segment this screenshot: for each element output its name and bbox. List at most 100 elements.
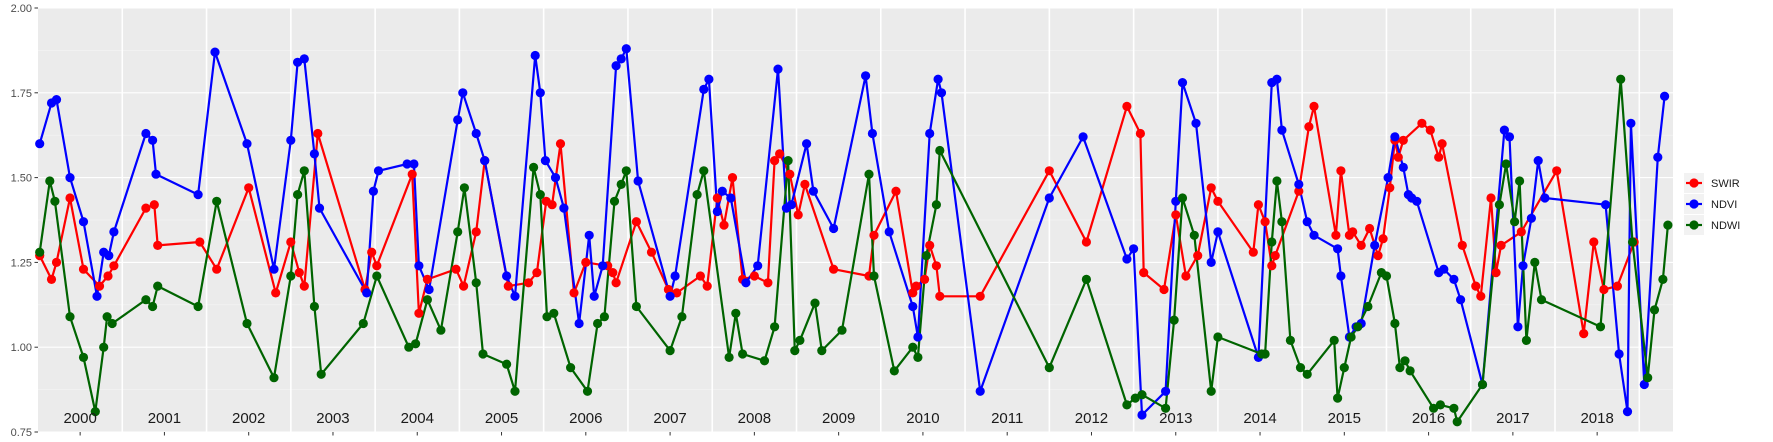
data-point-ndvi (1272, 74, 1282, 84)
data-point-ndvi (414, 261, 424, 271)
data-point-ndwi (731, 308, 741, 318)
data-point-swir (451, 264, 461, 274)
data-point-ndvi (1294, 179, 1304, 189)
data-point-ndvi (1309, 230, 1319, 240)
data-point-swir (763, 278, 773, 288)
data-point-swir (471, 227, 481, 237)
data-point-swir (785, 169, 795, 179)
data-point-ndvi (51, 95, 62, 105)
data-point-ndvi (1122, 254, 1132, 264)
data-point-ndvi (1390, 132, 1400, 142)
data-point-ndvi (193, 190, 203, 200)
y-tick-label: 0.75 (11, 427, 32, 439)
data-point-swir (829, 264, 839, 274)
data-point-ndvi (712, 206, 722, 217)
data-point-ndwi (1435, 400, 1445, 410)
data-point-swir (1589, 237, 1599, 247)
data-point-swir (195, 237, 205, 247)
y-tick-label: 1.75 (11, 88, 32, 100)
data-point-ndwi (790, 346, 800, 356)
y-tick-label: 2.00 (11, 3, 32, 15)
y-tick-label: 1.50 (11, 173, 32, 185)
data-point-swir (1378, 234, 1388, 244)
data-point-swir (414, 308, 424, 318)
data-point-ndvi (665, 291, 675, 301)
data-point-ndwi (65, 312, 75, 322)
data-point-ndvi (550, 173, 561, 183)
data-point-ndvi (753, 261, 763, 271)
data-point-ndvi (611, 61, 621, 71)
data-point-ndvi (1456, 295, 1466, 305)
data-point-ndwi (889, 366, 899, 376)
data-point-swir (294, 268, 304, 278)
data-point-swir (422, 274, 432, 284)
data-point-ndvi (1601, 200, 1611, 210)
data-point-ndvi (309, 149, 319, 159)
data-point-ndwi (542, 312, 552, 322)
data-point-ndwi (599, 312, 610, 322)
year-label-2016: 2016 (1412, 410, 1445, 427)
data-point-ndwi (1616, 74, 1626, 84)
x-axis (79, 432, 1598, 436)
data-point-swir (94, 281, 105, 291)
data-point-ndvi (1499, 125, 1509, 135)
data-point-ndvi (1129, 244, 1139, 254)
year-label-2011: 2011 (991, 410, 1023, 427)
data-point-ndwi (1363, 301, 1373, 312)
data-point-ndwi (549, 308, 559, 318)
data-point-ndvi (633, 176, 643, 186)
data-point-swir (775, 149, 785, 159)
data-point-ndvi (35, 139, 45, 149)
year-label-2018: 2018 (1580, 410, 1613, 427)
data-point-swir (1476, 291, 1486, 301)
data-point-ndvi (699, 84, 709, 94)
year-label-2001: 2001 (148, 410, 181, 427)
data-point-ndwi (566, 363, 576, 373)
data-point-swir (695, 271, 706, 281)
data-point-ndwi (1521, 335, 1531, 345)
data-point-ndwi (1530, 257, 1540, 267)
data-point-swir (109, 261, 119, 271)
legend-key-point-swir (1689, 178, 1699, 188)
data-point-ndwi (1346, 332, 1356, 342)
data-point-swir (631, 217, 642, 227)
data-point-ndwi (817, 346, 827, 356)
data-point-swir (749, 271, 760, 281)
data-point-swir (1044, 166, 1054, 176)
data-point-ndvi (92, 291, 102, 301)
data-point-ndvi (786, 200, 797, 210)
data-point-ndvi (1533, 156, 1543, 166)
data-point-ndvi (1333, 244, 1343, 254)
data-point-swir (46, 274, 57, 284)
data-point-swir (1417, 118, 1427, 128)
data-point-swir (611, 278, 621, 288)
data-point-ndwi (529, 162, 539, 172)
data-point-swir (523, 278, 534, 288)
data-point-ndwi (1510, 217, 1520, 227)
data-point-swir (1348, 227, 1358, 237)
data-point-swir (78, 264, 89, 274)
data-point-ndwi (665, 346, 675, 356)
data-point-ndvi (773, 64, 783, 74)
legend-label-swir: SWIR (1711, 178, 1740, 190)
data-point-ndvi (502, 271, 512, 281)
data-point-ndvi (829, 223, 839, 234)
data-point-ndwi (269, 373, 279, 383)
data-point-ndvi (299, 54, 309, 64)
data-point-ndwi (1169, 315, 1179, 325)
data-point-ndvi (884, 227, 894, 237)
data-point-swir (1434, 152, 1444, 162)
data-point-swir (1398, 135, 1408, 145)
data-point-ndwi (783, 156, 793, 166)
data-point-ndvi (574, 318, 584, 329)
data-point-ndvi (861, 71, 871, 81)
data-point-ndvi (1206, 257, 1216, 267)
data-point-swir (51, 257, 62, 267)
data-point-swir (925, 240, 935, 250)
data-point-ndvi (1614, 349, 1624, 359)
data-point-ndwi (921, 251, 931, 261)
data-point-ndwi (99, 342, 109, 352)
data-point-swir (1385, 183, 1395, 193)
data-point-swir (1612, 281, 1622, 291)
